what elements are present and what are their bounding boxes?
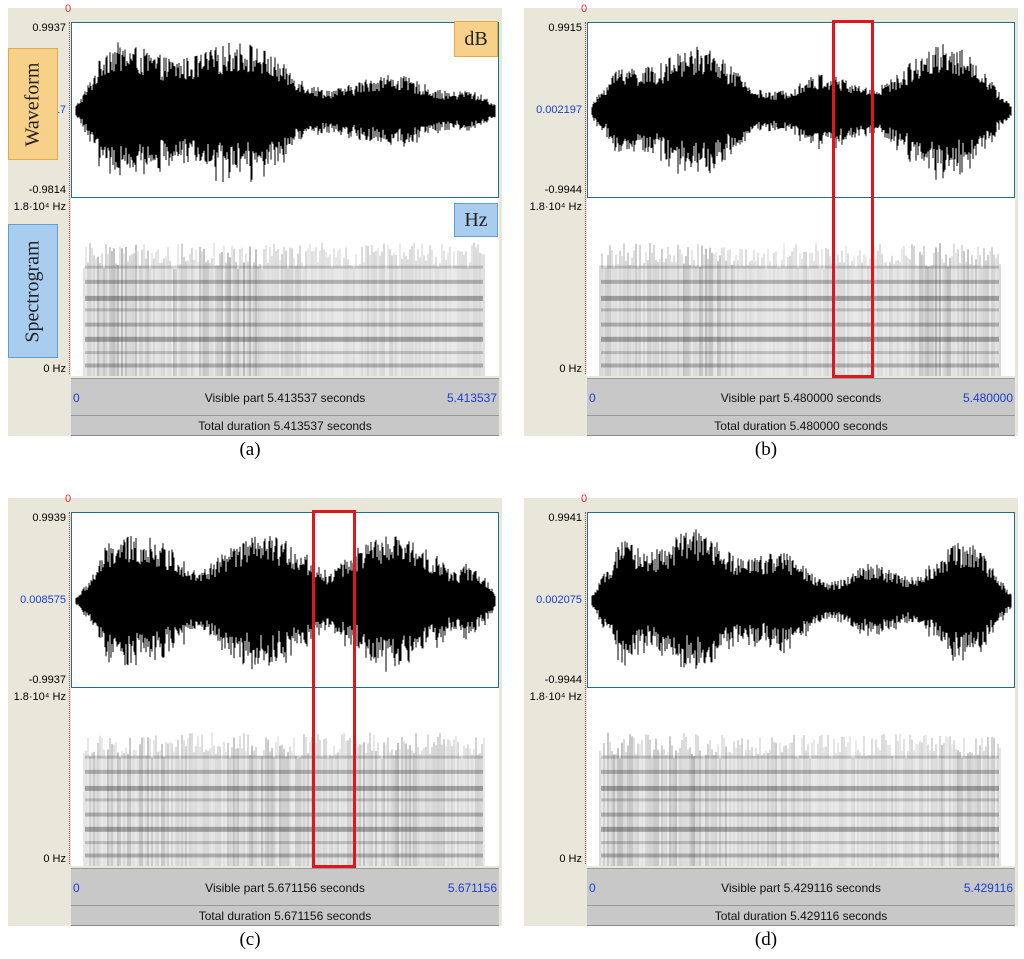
waveform-trace [591,529,1012,669]
wave-max-label: 0.9915 [548,22,582,34]
spectrogram-view[interactable] [587,198,1015,376]
time-end-label: 5.413537 [446,391,497,405]
total-duration-label: Total duration 5.671156 seconds [198,909,372,923]
waveform-trace [75,536,496,672]
wave-min-label: -0.9944 [544,184,582,196]
praat-panel-c: 0 0.9939 0.008575 -0.9937 1.8·10⁴ Hz 0 H… [8,493,502,926]
cursor-line [585,512,586,864]
caption-d: (d) [754,929,778,950]
time-start-label: 0 [73,391,80,405]
wave-mid-label: 0.002197 [536,104,582,116]
wave-max-label: 0.9939 [32,512,66,524]
praat-panel-d: 0 0.9941 0.002075 -0.9944 1.8·10⁴ Hz 0 H… [524,493,1018,926]
cursor-line [585,22,586,374]
visible-part-label: Visible part 5.480000 seconds [720,391,882,405]
waveform-plot [591,44,1012,180]
waveform-view[interactable] [71,512,499,688]
visible-part-label: Visible part 5.413537 seconds [204,391,366,405]
total-duration-bar[interactable]: Total duration 5.671156 seconds [71,906,499,926]
spectrogram-plot [83,242,485,376]
freq-min-label: 0 Hz [43,363,66,375]
caption-b: (b) [754,439,778,460]
wave-min-label: -0.9944 [544,674,582,686]
freq-max-label: 1.8·10⁴ Hz [13,201,66,213]
waveform-plot [75,536,496,672]
waveform-view[interactable] [587,512,1015,688]
cursor-zero-label: 0 [581,493,588,505]
freq-max-label: 1.8·10⁴ Hz [529,691,582,703]
total-duration-label: Total duration 5.413537 seconds [198,419,372,433]
cursor-line [69,512,70,864]
waveform-trace [75,42,496,182]
spectrogram-view[interactable] [71,688,499,866]
wave-min-label: -0.9814 [28,184,66,196]
time-end-label: 5.671156 [447,881,497,895]
spectrogram-plot [599,732,1001,866]
waveform-plot [75,42,496,182]
highlight-box [312,510,356,868]
visible-part-label: Visible part 5.671156 seconds [205,881,365,895]
freq-min-label: 0 Hz [559,853,582,865]
waveform-tag: Waveform [8,48,58,160]
total-duration-bar[interactable]: Total duration 5.429116 seconds [587,906,1015,926]
time-start-label: 0 [589,391,596,405]
freq-min-label: 0 Hz [559,363,582,375]
total-duration-label: Total duration 5.429116 seconds [714,909,888,923]
time-start-label: 0 [73,881,80,895]
time-start-label: 0 [589,881,596,895]
highlight-box [832,20,874,378]
freq-min-label: 0 Hz [43,853,66,865]
time-end-label: 5.480000 [962,391,1013,405]
spectrogram-view[interactable] [587,688,1015,866]
waveform-plot [591,529,1012,669]
hz-tag: Hz [454,203,498,237]
total-duration-bar[interactable]: Total duration 5.480000 seconds [587,416,1015,436]
cursor-zero-label: 0 [65,3,72,15]
wave-min-label: -0.9937 [28,674,66,686]
praat-panel-a: 0 0.9937 17 -0.9814 1.8·10⁴ Hz 0 Hz Wave… [8,3,502,436]
caption-a: (a) [239,439,261,460]
spectrogram-texture [599,732,1001,866]
spectrogram-plot [599,242,1001,376]
spectrogram-plot [83,732,485,866]
wave-mid-label: 0.008575 [20,594,66,606]
spectrogram-texture [83,242,485,376]
waveform-view[interactable] [587,22,1015,198]
visible-part-bar[interactable]: 0 Visible part 5.413537 seconds 5.413537 [71,378,499,416]
caption-c: (c) [239,929,261,950]
cursor-zero-label: 0 [581,3,588,15]
spectrogram-tag: Spectrogram [8,224,58,358]
freq-max-label: 1.8·10⁴ Hz [529,201,582,213]
waveform-trace [591,44,1012,180]
time-end-label: 5.429116 [963,881,1013,895]
visible-part-bar[interactable]: 0 Visible part 5.671156 seconds 5.671156 [71,868,499,906]
db-tag: dB [454,21,498,57]
praat-panel-b: 0 0.9915 0.002197 -0.9944 1.8·10⁴ Hz 0 H… [524,3,1018,436]
wave-max-label: 0.9941 [548,512,582,524]
freq-max-label: 1.8·10⁴ Hz [13,691,66,703]
spectrogram-texture [599,242,1001,376]
total-duration-label: Total duration 5.480000 seconds [714,419,888,433]
cursor-zero-label: 0 [65,493,72,505]
spectrogram-texture [83,732,485,866]
cursor-line [69,22,70,374]
wave-max-label: 0.9937 [32,22,66,34]
visible-part-label: Visible part 5.429116 seconds [721,881,881,895]
spectrogram-view[interactable] [71,198,499,376]
visible-part-bar[interactable]: 0 Visible part 5.429116 seconds 5.429116 [587,868,1015,906]
total-duration-bar[interactable]: Total duration 5.413537 seconds [71,416,499,436]
visible-part-bar[interactable]: 0 Visible part 5.480000 seconds 5.480000 [587,378,1015,416]
wave-mid-label: 0.002075 [536,594,582,606]
waveform-view[interactable] [71,22,499,198]
